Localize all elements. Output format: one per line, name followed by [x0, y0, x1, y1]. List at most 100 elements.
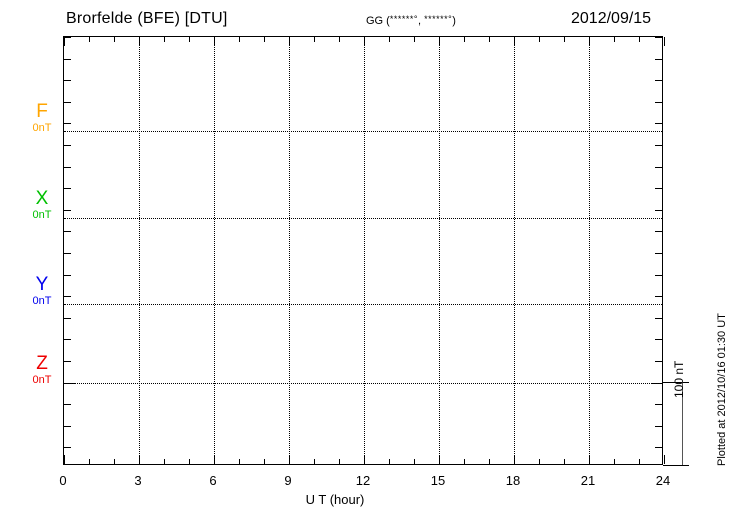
- y-axis-tick: [655, 404, 662, 406]
- y-axis-tick: [64, 274, 71, 276]
- x-axis-tick: [389, 37, 390, 42]
- x-axis-tick-label: 18: [505, 473, 521, 488]
- x-axis-tick: [289, 455, 290, 464]
- plotted-at-caption: Plotted at 2012/10/16 01:30 UT: [716, 313, 728, 466]
- x-axis-tick: [314, 459, 315, 464]
- y-axis-tick: [655, 317, 662, 319]
- x-axis-tick: [614, 37, 615, 42]
- y-axis-tick: [64, 188, 71, 190]
- vertical-gridline: [364, 37, 365, 464]
- x-axis-tick: [514, 37, 515, 46]
- x-axis-tick: [414, 459, 415, 464]
- x-axis-tick: [564, 37, 565, 42]
- x-axis-tick: [339, 37, 340, 42]
- x-axis-tick: [64, 455, 65, 464]
- x-axis-tick: [664, 455, 665, 464]
- y-axis-tick: [655, 231, 662, 233]
- series-baseline-y: 0nT: [32, 295, 52, 307]
- vertical-gridline: [214, 37, 215, 464]
- y-axis-tick: [655, 166, 662, 168]
- y-axis-tick: [655, 425, 662, 427]
- x-axis-tick: [89, 459, 90, 464]
- x-axis-tick-label: 24: [655, 473, 671, 488]
- x-axis-tick: [214, 455, 215, 464]
- scale-bar-bottom-cap: [663, 465, 689, 466]
- series-symbol-y: Y: [35, 274, 49, 295]
- x-axis-tick-label: 3: [134, 473, 142, 488]
- x-axis-tick-label: 0: [59, 473, 67, 488]
- y-axis-tick: [655, 123, 662, 125]
- vertical-gridline: [514, 37, 515, 464]
- x-axis-tick: [314, 37, 315, 42]
- series-label-f: F 0nT: [22, 102, 62, 135]
- x-axis-tick: [639, 459, 640, 464]
- scale-bar-stem: [682, 382, 683, 466]
- x-axis-tick: [64, 37, 65, 46]
- y-axis-tick: [64, 339, 71, 341]
- x-axis-tick-label: 6: [209, 473, 217, 488]
- scale-bar-label: 100 nT: [672, 360, 686, 398]
- scale-bar-top-cap: [663, 382, 689, 383]
- y-axis-tick: [655, 253, 662, 254]
- y-axis-tick: [64, 231, 71, 233]
- y-axis-tick: [651, 382, 662, 384]
- y-axis-tick: [655, 145, 662, 146]
- x-axis-tick: [114, 459, 115, 464]
- y-axis-tick: [64, 123, 71, 125]
- y-axis-tick: [64, 317, 71, 319]
- series-label-y: Y 0nT: [22, 275, 62, 308]
- x-axis-tick: [589, 455, 590, 464]
- y-axis-tick: [655, 296, 662, 298]
- x-axis-tick: [464, 37, 465, 42]
- y-axis-tick: [64, 101, 71, 103]
- x-axis-tick: [339, 459, 340, 464]
- x-axis-tick: [239, 459, 240, 464]
- x-axis-tick: [489, 459, 490, 464]
- x-axis-title-wrap: U T (hour): [0, 492, 730, 507]
- x-axis-tick: [589, 37, 590, 46]
- x-axis-tick: [564, 459, 565, 464]
- y-axis-tick: [64, 145, 71, 146]
- y-axis-tick: [64, 404, 71, 406]
- series-baseline-z: 0nT: [32, 374, 52, 386]
- y-axis-tick: [64, 58, 71, 60]
- series-baseline-x: 0nT: [32, 209, 52, 221]
- page-title: Brorfelde (BFE) [DTU]: [66, 10, 228, 27]
- series-symbol-x: X: [35, 188, 49, 209]
- x-axis-tick: [664, 37, 665, 46]
- y-axis-tick: [655, 339, 662, 341]
- x-axis-tick: [164, 37, 165, 42]
- y-axis-tick: [655, 58, 662, 60]
- x-axis-tick: [189, 459, 190, 464]
- coords-latitude: ******°: [389, 14, 418, 24]
- x-axis-tick: [439, 37, 440, 46]
- y-axis-tick: [655, 274, 662, 276]
- baseline-gridline-f: [64, 131, 662, 132]
- x-axis-tick-label: 9: [284, 473, 292, 488]
- x-axis-tick: [414, 37, 415, 42]
- series-label-x: X 0nT: [22, 189, 62, 222]
- baseline-gridline-z: [64, 383, 662, 384]
- y-axis-tick: [655, 209, 662, 211]
- x-axis-tick: [539, 37, 540, 42]
- series-label-z: Z 0nT: [22, 354, 62, 387]
- y-axis-tick: [64, 296, 71, 298]
- x-axis-tick: [364, 455, 365, 464]
- vertical-gridline: [589, 37, 590, 464]
- x-axis-tick: [464, 459, 465, 464]
- y-axis-tick: [655, 188, 662, 190]
- y-axis-tick: [64, 37, 71, 38]
- x-axis-tick: [114, 37, 115, 42]
- y-axis-tick: [655, 361, 662, 362]
- scale-bar: [663, 382, 689, 466]
- y-axis-tick: [64, 361, 71, 362]
- series-symbol-f: F: [36, 101, 48, 122]
- x-axis-tick: [289, 37, 290, 46]
- observation-date: 2012/09/15: [571, 10, 652, 27]
- series-baseline-f: 0nT: [32, 122, 52, 134]
- x-axis-tick: [189, 37, 190, 42]
- coords-suffix: ): [452, 15, 456, 27]
- y-axis-tick: [64, 80, 71, 82]
- y-axis-tick: [655, 447, 662, 449]
